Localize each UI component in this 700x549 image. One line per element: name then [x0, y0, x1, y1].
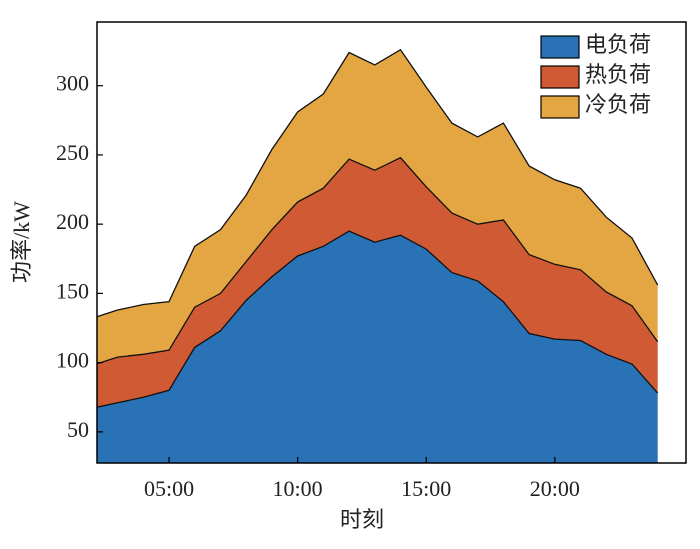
- x-tick-label: 05:00: [144, 476, 194, 501]
- area: [97, 157, 658, 408]
- legend-swatch: [540, 95, 580, 119]
- y-tick-label: 50: [67, 417, 89, 442]
- plot-frame: [96, 21, 687, 464]
- area: [97, 231, 658, 463]
- plot-area: [97, 48, 659, 463]
- y-tick-label: 200: [56, 209, 89, 234]
- legend-swatch: [540, 65, 580, 89]
- x-axis-label: 时刻: [340, 507, 384, 532]
- y-tick-label: 150: [56, 278, 89, 303]
- y-tick-label: 300: [56, 71, 89, 96]
- area-edge: [97, 48, 659, 318]
- legend-label: 冷负荷: [585, 92, 651, 117]
- legend-swatch: [540, 35, 580, 59]
- area: [97, 49, 658, 364]
- x-tick-label: 20:00: [530, 476, 580, 501]
- y-tick-label: 100: [56, 348, 89, 373]
- area-edge: [97, 156, 659, 365]
- area-edge: [97, 230, 659, 408]
- y-axis-label: 功率/kW: [9, 201, 34, 283]
- legend-label: 电负荷: [585, 32, 651, 57]
- x-tick-label: 15:00: [401, 476, 451, 501]
- x-tick-label: 10:00: [273, 476, 323, 501]
- y-tick-label: 250: [56, 140, 89, 165]
- legend-label: 热负荷: [585, 62, 651, 87]
